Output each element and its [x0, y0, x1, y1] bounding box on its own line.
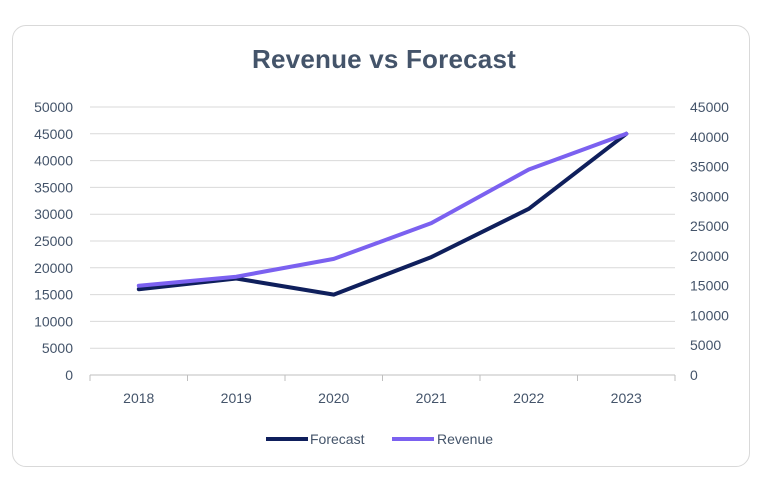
y-left-tick-label: 50000 — [34, 99, 73, 115]
y-right-tick-label: 20000 — [690, 248, 729, 264]
y-left-tick-label: 20000 — [34, 260, 73, 276]
y-right-tick-label: 10000 — [690, 307, 729, 323]
x-tick-label: 2023 — [611, 390, 642, 406]
y-right-tick-label: 45000 — [690, 99, 729, 115]
x-tick-label: 2021 — [416, 390, 447, 406]
series-lines — [136, 131, 629, 297]
series-line-forecast — [136, 131, 629, 297]
y-right-tick-label: 35000 — [690, 159, 729, 175]
gridlines — [90, 106, 675, 349]
legend-label-forecast: Forecast — [310, 431, 365, 447]
y-left-tick-label: 35000 — [34, 179, 73, 195]
chart-title: Revenue vs Forecast — [252, 44, 516, 74]
x-tick-label: 2019 — [221, 390, 252, 406]
x-axis: 2018 2019 2020 2021 2022 2023 — [89, 374, 676, 406]
y-left-tick-label: 0 — [65, 367, 73, 383]
x-tick-label: 2020 — [318, 390, 349, 406]
x-tick-label: 2022 — [513, 390, 544, 406]
y-left-tick-label: 15000 — [34, 287, 73, 303]
y-left-tick-label: 45000 — [34, 126, 73, 142]
y-right-tick-label: 25000 — [690, 218, 729, 234]
x-tick-label: 2018 — [123, 390, 154, 406]
y-left-tick-label: 40000 — [34, 153, 73, 169]
chart-card — [12, 25, 750, 467]
y-left-tick-label: 10000 — [34, 313, 73, 329]
y-right-tick-label: 5000 — [690, 337, 721, 353]
y-right-tick-label: 40000 — [690, 129, 729, 145]
y-left-tick-label: 25000 — [34, 233, 73, 249]
legend-label-revenue: Revenue — [437, 431, 493, 447]
y-right-tick-label: 0 — [690, 367, 698, 383]
series-line-revenue — [136, 131, 629, 288]
y-right-tick-label: 15000 — [690, 278, 729, 294]
legend: Forecast Revenue — [266, 431, 493, 447]
y-right-tick-label: 30000 — [690, 188, 729, 204]
y-left-tick-label: 5000 — [42, 340, 73, 356]
y-left-axis: 0 5000 10000 15000 20000 25000 30000 35000 40000… — [34, 99, 73, 383]
y-right-axis: 0 5000 10000 15000 20000 25000 30000 35000 40000… — [690, 99, 729, 383]
y-left-tick-label: 30000 — [34, 206, 73, 222]
